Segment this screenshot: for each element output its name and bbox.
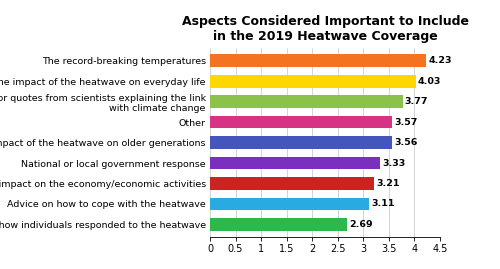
Bar — [210, 177, 374, 190]
Text: 3.56: 3.56 — [394, 138, 417, 147]
Bar — [210, 75, 416, 87]
Text: 3.77: 3.77 — [404, 97, 428, 106]
Text: 3.57: 3.57 — [394, 118, 418, 127]
Bar — [210, 198, 369, 210]
Text: 3.33: 3.33 — [382, 158, 406, 168]
Text: 4.23: 4.23 — [428, 56, 452, 65]
Text: 2.69: 2.69 — [350, 220, 373, 229]
Bar — [210, 136, 392, 149]
Title: Aspects Considered Important to Include
in the 2019 Heatwave Coverage: Aspects Considered Important to Include … — [182, 15, 469, 43]
Bar — [210, 54, 426, 67]
Text: 3.11: 3.11 — [371, 200, 394, 208]
Bar — [210, 116, 392, 129]
Bar — [210, 95, 402, 108]
Text: 3.21: 3.21 — [376, 179, 400, 188]
Bar — [210, 218, 348, 231]
Bar — [210, 157, 380, 169]
Text: 4.03: 4.03 — [418, 77, 442, 86]
